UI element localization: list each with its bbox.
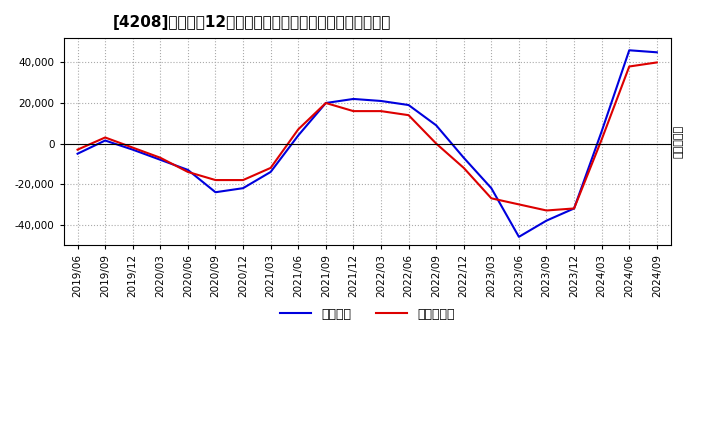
当期純利益 [515,202,523,207]
経常利益 [625,48,634,53]
経常利益 [542,218,551,223]
経常利益 [598,129,606,134]
経常利益 [487,186,495,191]
当期純利益 [322,100,330,106]
当期純利益 [598,137,606,142]
当期純利益 [101,135,109,140]
当期純利益 [349,109,358,114]
経常利益 [184,167,192,172]
経常利益 [322,100,330,106]
当期純利益 [570,206,578,211]
当期純利益 [404,113,413,118]
経常利益 [515,234,523,239]
経常利益 [570,206,578,211]
当期純利益 [128,145,137,150]
当期純利益 [487,196,495,201]
当期純利益 [542,208,551,213]
当期純利益 [432,141,441,146]
当期純利益 [459,165,468,171]
経常利益 [404,103,413,108]
当期純利益 [211,177,220,183]
経常利益 [652,50,661,55]
経常利益 [156,157,165,162]
Y-axis label: （百万円）: （百万円） [673,125,683,158]
経常利益 [239,186,248,191]
当期純利益 [377,109,385,114]
当期純利益 [239,177,248,183]
当期純利益 [652,60,661,65]
Text: [4208]　利益だ12か月移動合計の対前年同期増減額の推移: [4208] 利益だ12か月移動合計の対前年同期増減額の推移 [112,15,391,30]
経常利益 [101,138,109,143]
経常利益 [211,190,220,195]
経常利益 [294,133,302,138]
当期純利益 [625,64,634,69]
経常利益 [73,151,82,156]
経常利益 [432,123,441,128]
当期純利益 [156,155,165,161]
Line: 当期純利益: 当期純利益 [78,62,657,210]
経常利益 [377,98,385,103]
Line: 経常利益: 経常利益 [78,50,657,237]
経常利益 [128,147,137,152]
経常利益 [349,96,358,102]
経常利益 [459,155,468,161]
当期純利益 [294,127,302,132]
経常利益 [266,169,275,175]
Legend: 経常利益, 当期純利益: 経常利益, 当期純利益 [275,303,459,326]
当期純利益 [266,165,275,171]
当期純利益 [73,147,82,152]
当期純利益 [184,169,192,175]
